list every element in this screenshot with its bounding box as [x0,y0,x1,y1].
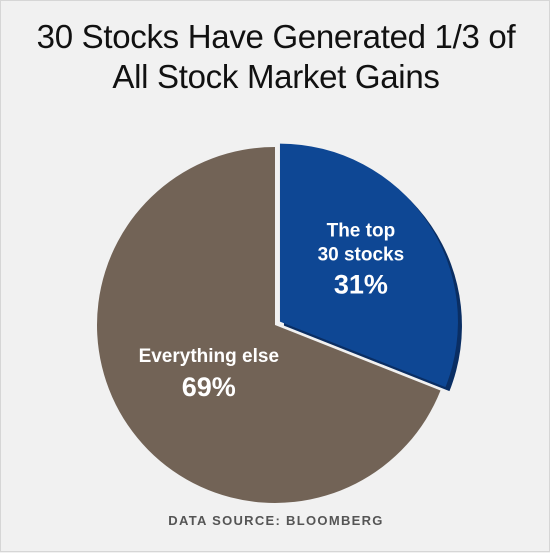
chart-title-line-1: 30 Stocks Have Generated 1/3 of [36,18,516,55]
chart-title-line-2: All Stock Market Gains [112,58,440,95]
everything-else-label: Everything else [139,346,279,367]
top-30-stocks-label-line-1: The top [327,221,396,242]
top-30-stocks-value-label: 31% [334,270,388,300]
everything-else-slice [97,147,441,503]
top-30-stocks-slice [279,143,458,388]
top-30-stocks-label-line-2: 30 stocks [318,245,405,266]
chart-title: 30 Stocks Have Generated 1/3 of All Stoc… [1,17,550,97]
data-source-note: DATA SOURCE: BLOOMBERG [168,513,384,528]
everything-else-value-label: 69% [182,372,236,402]
